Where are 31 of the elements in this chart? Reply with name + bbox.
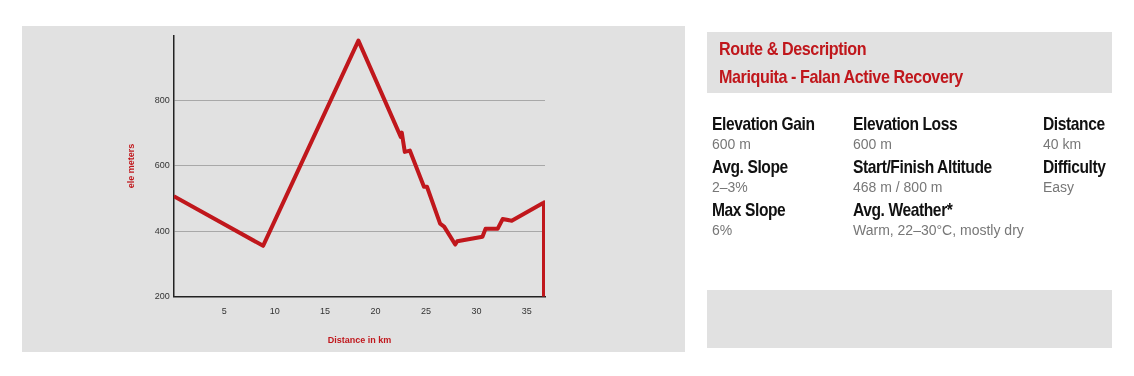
text: Start/Finish Altitude: [853, 156, 993, 178]
text: 600 m: [853, 135, 893, 153]
y-tick-label: 600: [154, 160, 170, 171]
x-tick-label: 35: [521, 306, 532, 317]
x-tick-label: 30: [471, 306, 482, 317]
y-tick-label: 200: [154, 290, 170, 301]
y-tick-label: 400: [154, 225, 170, 236]
x-tick-label: 15: [320, 306, 331, 317]
x-tick-label: 20: [370, 306, 381, 317]
text: Elevation Loss: [853, 113, 959, 135]
text: Avg. Slope: [712, 156, 789, 178]
text: Elevation Gain: [712, 113, 816, 135]
text: 6%: [712, 221, 734, 239]
text: 40 km: [1043, 135, 1083, 153]
text: Max Slope: [712, 199, 787, 221]
y-tick-label: 800: [154, 95, 170, 106]
x-tick-label: 25: [420, 306, 431, 317]
x-tick-label: 5: [221, 306, 227, 317]
y-axis-title: ele meters: [125, 143, 136, 189]
text: 600 m: [712, 135, 752, 153]
text: Route & Description: [719, 37, 868, 61]
text: 2–3%: [712, 178, 749, 196]
text: Warm, 22–30°C, mostly dry: [853, 221, 1025, 239]
text: Mariquita - Falan Active Recovery: [719, 65, 964, 89]
text: Distance: [1043, 113, 1105, 135]
x-axis-title: Distance in km: [327, 335, 392, 346]
text: 468 m / 800 m: [853, 178, 944, 196]
text: Avg. Weather*: [853, 199, 954, 221]
text: Easy: [1043, 178, 1076, 196]
x-tick-label: 10: [269, 306, 280, 317]
text: Difficulty: [1043, 156, 1106, 178]
